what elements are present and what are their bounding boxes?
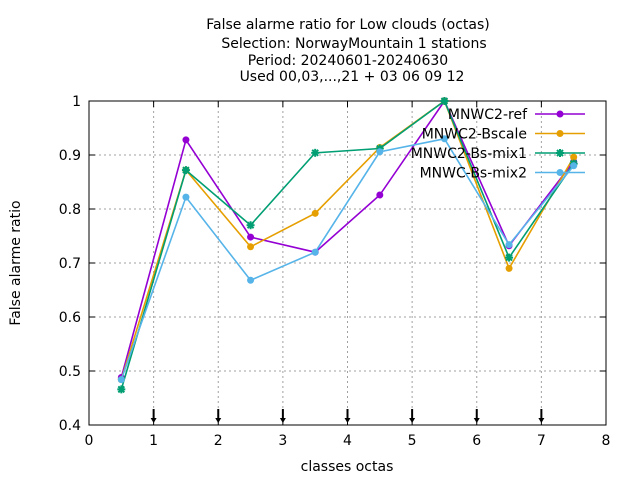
data-point (181, 166, 190, 175)
y-axis-label: False alarme ratio (8, 200, 24, 325)
x-tick-label: 5 (408, 433, 417, 449)
x-tick-label: 2 (214, 433, 223, 449)
class-boundary-arrow (473, 418, 480, 423)
legend-label: MNWC2-ref (448, 107, 528, 123)
chart-title-line-1: False alarme ratio for Low clouds (octas… (206, 17, 490, 33)
data-point (505, 241, 513, 249)
y-tick-label: 0.6 (59, 310, 81, 326)
legend: MNWC2-ref MNWC2-Bscale MNWC2-Bs-mix1 MNWC-B… (411, 107, 585, 182)
data-point (505, 264, 513, 272)
class-boundary-arrow (409, 418, 416, 423)
legend-label: MNWC2-Bscale (422, 127, 527, 143)
data-point (246, 221, 255, 230)
data-point (247, 233, 255, 241)
series-3 (117, 135, 578, 384)
class-boundary-arrow (344, 418, 351, 423)
data-point (247, 276, 255, 284)
y-tick-label: 1 (72, 94, 81, 110)
series-line (120, 99, 575, 380)
x-tick-label: 6 (472, 433, 481, 449)
legend-item: MNWC2-ref (448, 107, 585, 123)
x-axis-label: classes octas (301, 459, 394, 475)
chart-title-line-4: Used 00,03,...,21 + 03 06 09 12 (240, 69, 465, 85)
data-point (556, 149, 564, 157)
legend-item: MNWC2-Bscale (422, 127, 585, 143)
x-tick-label: 8 (602, 433, 611, 449)
series-line (120, 99, 575, 390)
data-point (570, 153, 578, 161)
chart-title: False alarme ratio for Low clouds (octas… (206, 17, 490, 85)
legend-item: MNWC-Bs-mix2 (420, 166, 585, 182)
y-tick-label: 0.4 (59, 418, 81, 434)
y-tick-label: 0.7 (59, 256, 81, 272)
legend-label: MNWC2-Bs-mix1 (411, 146, 527, 162)
data-point (505, 253, 514, 262)
data-point (556, 130, 564, 137)
x-tick-label: 1 (149, 433, 158, 449)
x-tick-label: 7 (537, 433, 546, 449)
plot-area (117, 97, 578, 394)
data-point (311, 148, 320, 157)
data-point (117, 376, 125, 384)
data-point (570, 162, 578, 170)
data-point (311, 248, 319, 256)
x-tick-label: 4 (343, 433, 352, 449)
data-point (182, 193, 190, 201)
class-boundary-arrow (279, 418, 286, 423)
data-point (376, 148, 384, 156)
series-line (120, 99, 575, 378)
series-line (120, 137, 575, 380)
data-point (440, 135, 448, 143)
legend-item: MNWC2-Bs-mix1 (411, 146, 585, 162)
x-tick-label: 0 (85, 433, 94, 449)
axes: 0 1 2 3 4 5 6 7 8 0.4 0.5 0.6 0.7 0.8 0.9 1 (59, 94, 611, 449)
data-point (376, 191, 384, 199)
data-point (556, 110, 564, 118)
data-point (440, 97, 449, 105)
data-point (311, 209, 319, 217)
data-point (117, 385, 126, 394)
x-tick-label: 3 (278, 433, 287, 449)
legend-label: MNWC-Bs-mix2 (420, 166, 527, 182)
grid (89, 101, 606, 425)
y-tick-label: 0.9 (59, 148, 81, 164)
class-boundary-arrow (215, 418, 222, 423)
data-point (556, 169, 564, 176)
chart-title-line-3: Period: 20240601-20240630 (248, 53, 448, 69)
class-boundary-arrow (538, 418, 545, 423)
class-boundary-arrow (150, 418, 157, 423)
data-point (182, 136, 190, 144)
chart-title-line-2: Selection: NorwayMountain 1 stations (221, 36, 486, 52)
data-point (247, 243, 255, 251)
y-tick-label: 0.5 (59, 364, 81, 380)
y-tick-label: 0.8 (59, 202, 81, 218)
